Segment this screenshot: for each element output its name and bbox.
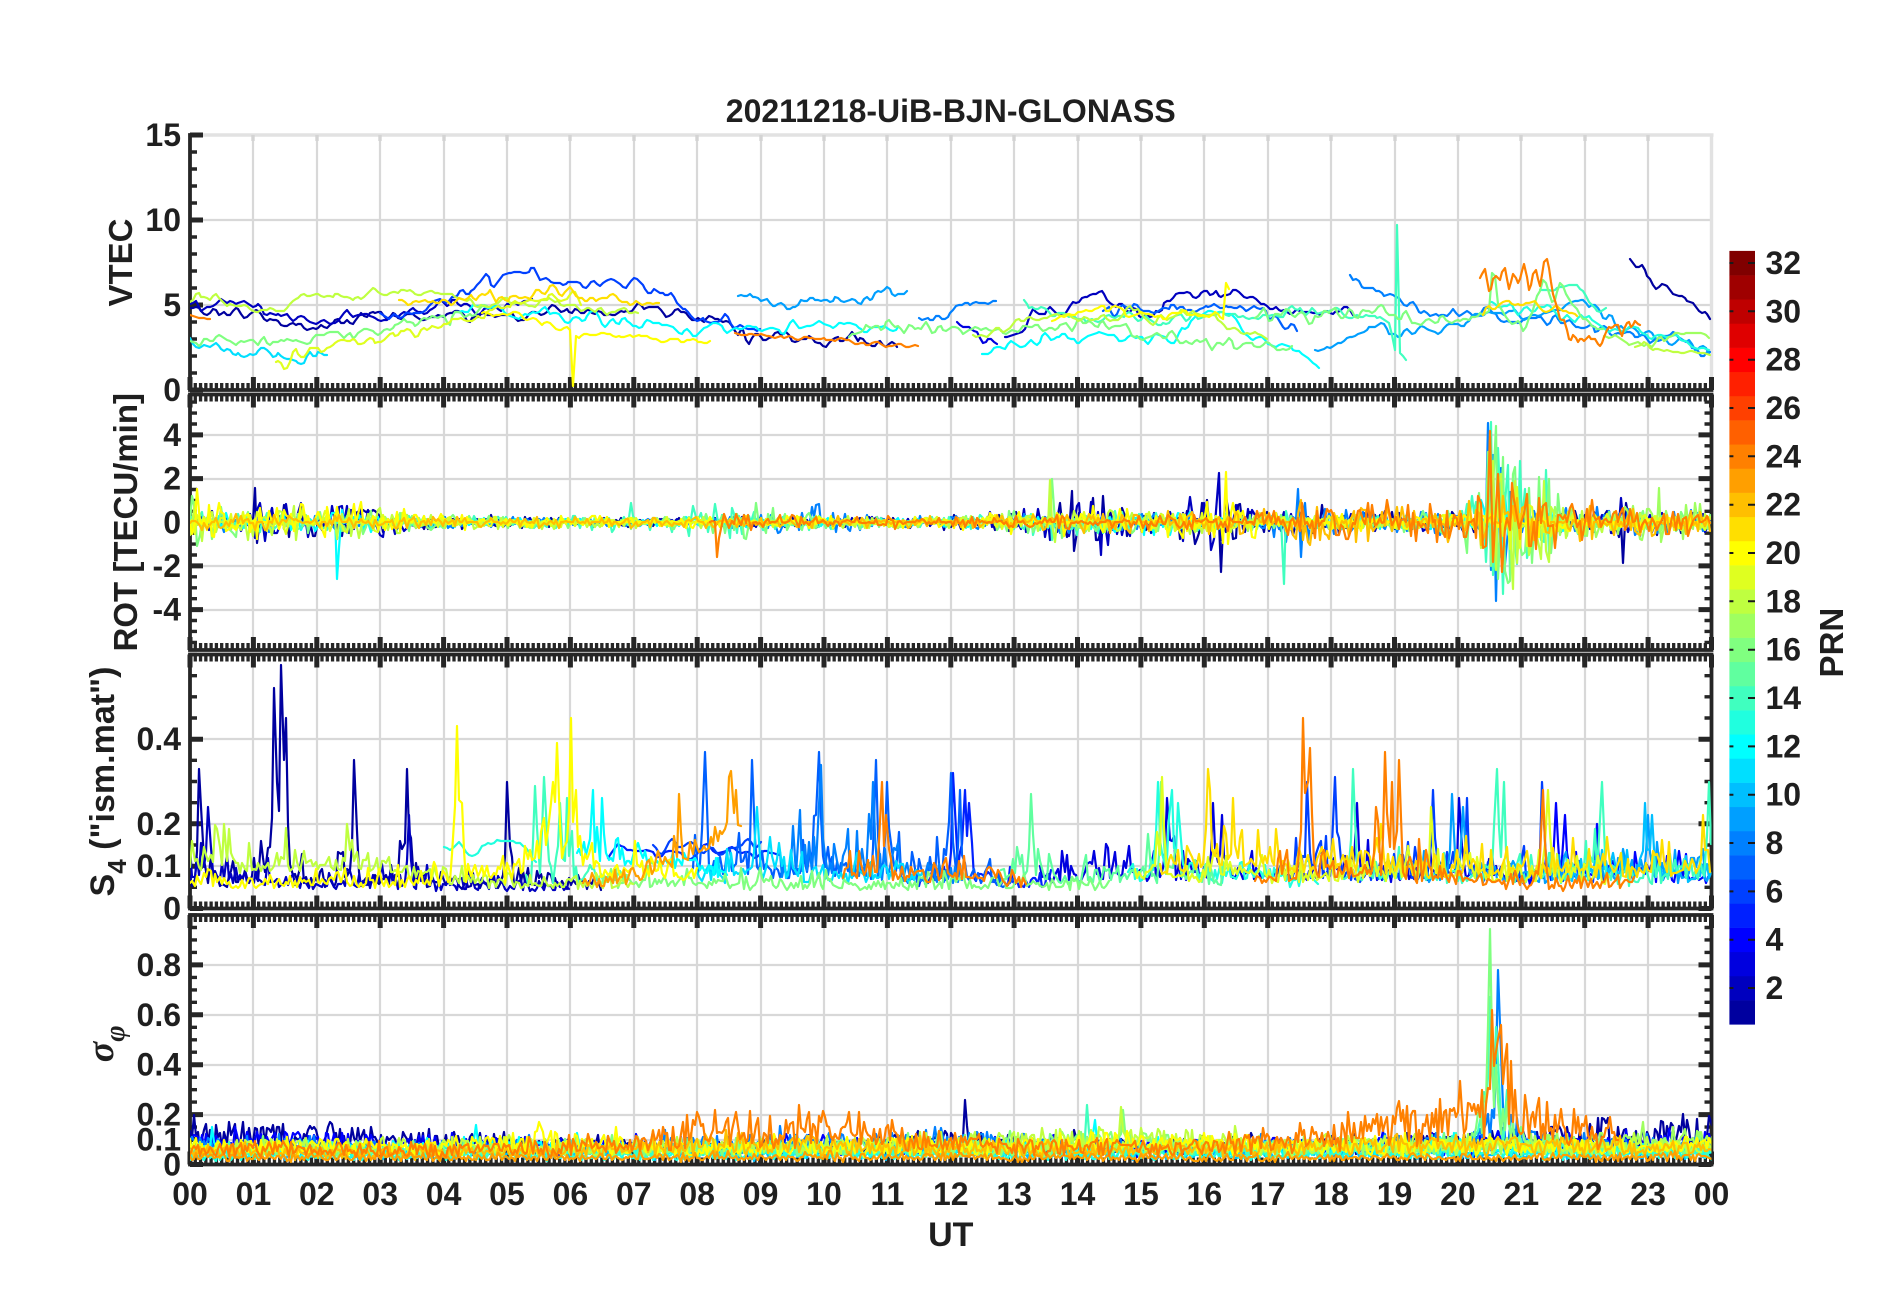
svg-text:12: 12 xyxy=(1766,728,1802,764)
svg-text:2: 2 xyxy=(1766,970,1784,1006)
svg-text:19: 19 xyxy=(1377,1176,1413,1212)
svg-text:0.6: 0.6 xyxy=(137,997,181,1033)
svg-text:14: 14 xyxy=(1766,680,1802,716)
svg-text:0: 0 xyxy=(163,891,181,927)
svg-text:26: 26 xyxy=(1766,390,1802,426)
svg-text:15: 15 xyxy=(145,117,181,153)
svg-text:03: 03 xyxy=(362,1176,398,1212)
svg-text:18: 18 xyxy=(1766,583,1802,619)
svg-text:0.2: 0.2 xyxy=(137,1097,181,1133)
svg-text:10: 10 xyxy=(145,202,181,238)
svg-text:14: 14 xyxy=(1060,1176,1096,1212)
svg-text:06: 06 xyxy=(553,1176,589,1212)
svg-text:04: 04 xyxy=(426,1176,462,1212)
svg-text:PRN: PRN xyxy=(1813,608,1850,678)
svg-text:09: 09 xyxy=(743,1176,779,1212)
svg-text:0: 0 xyxy=(163,372,181,408)
svg-text:00: 00 xyxy=(1694,1176,1730,1212)
svg-text:5: 5 xyxy=(163,287,181,323)
svg-text:15: 15 xyxy=(1123,1176,1159,1212)
svg-text:2: 2 xyxy=(163,461,181,497)
svg-text:8: 8 xyxy=(1766,825,1784,861)
svg-text:-2: -2 xyxy=(153,548,181,584)
svg-text:16: 16 xyxy=(1766,632,1802,668)
svg-text:05: 05 xyxy=(489,1176,525,1212)
svg-text:20211218-UiB-BJN-GLONASS: 20211218-UiB-BJN-GLONASS xyxy=(726,93,1176,129)
svg-text:0.2: 0.2 xyxy=(137,806,181,842)
svg-text:13: 13 xyxy=(996,1176,1032,1212)
svg-text:0.1: 0.1 xyxy=(137,1122,181,1158)
svg-text:-4: -4 xyxy=(153,592,182,628)
svg-text:0.1: 0.1 xyxy=(137,848,181,884)
svg-text:17: 17 xyxy=(1250,1176,1286,1212)
svg-text:0: 0 xyxy=(163,504,181,540)
svg-text:ROT [TECU/min]: ROT [TECU/min] xyxy=(107,393,144,651)
svg-text:6: 6 xyxy=(1766,873,1784,909)
svg-text:02: 02 xyxy=(299,1176,335,1212)
svg-text:16: 16 xyxy=(1187,1176,1223,1212)
svg-text:20: 20 xyxy=(1440,1176,1476,1212)
svg-text:22: 22 xyxy=(1766,487,1802,523)
svg-text:08: 08 xyxy=(679,1176,715,1212)
svg-text:VTEC: VTEC xyxy=(102,218,139,306)
svg-text:20: 20 xyxy=(1766,535,1802,571)
svg-text:21: 21 xyxy=(1504,1176,1540,1212)
svg-text:4: 4 xyxy=(163,417,181,453)
svg-text:18: 18 xyxy=(1313,1176,1349,1212)
svg-text:0.4: 0.4 xyxy=(137,1047,182,1083)
svg-text:0.4: 0.4 xyxy=(137,721,182,757)
svg-text:4: 4 xyxy=(1766,922,1784,958)
svg-text:0.8: 0.8 xyxy=(137,947,181,983)
svg-text:30: 30 xyxy=(1766,293,1802,329)
svg-text:22: 22 xyxy=(1567,1176,1603,1212)
svg-text:UT: UT xyxy=(928,1216,974,1254)
svg-text:10: 10 xyxy=(1766,777,1802,813)
svg-text:11: 11 xyxy=(870,1176,904,1212)
svg-text:12: 12 xyxy=(933,1176,969,1212)
svg-text:32: 32 xyxy=(1766,245,1802,281)
svg-text:01: 01 xyxy=(236,1176,272,1212)
svg-text:24: 24 xyxy=(1766,438,1802,474)
svg-text:23: 23 xyxy=(1630,1176,1666,1212)
svg-text:0: 0 xyxy=(163,1147,181,1183)
svg-text:10: 10 xyxy=(806,1176,842,1212)
svg-text:00: 00 xyxy=(172,1176,208,1212)
svg-text:07: 07 xyxy=(616,1176,652,1212)
svg-text:28: 28 xyxy=(1766,342,1802,378)
